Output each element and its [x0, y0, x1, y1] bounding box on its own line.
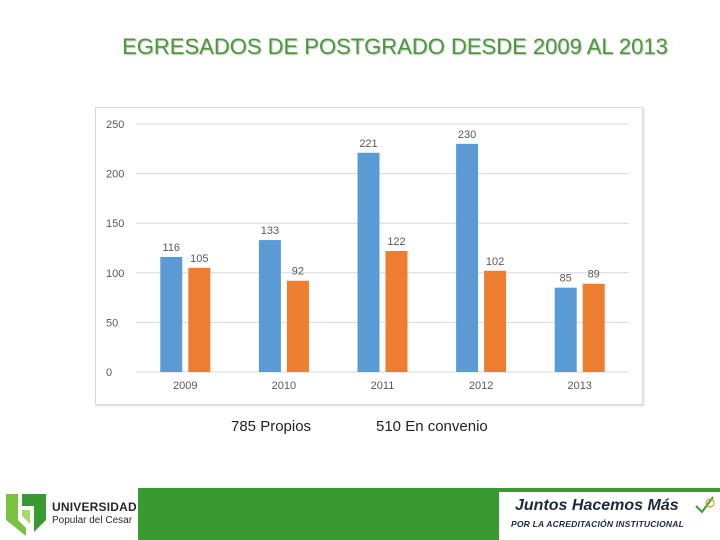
y-tick-label: 200: [106, 169, 124, 181]
summary-convenio: 510 En convenio: [376, 418, 488, 435]
y-tick-label: 150: [106, 218, 124, 230]
y-tick-label: 50: [106, 317, 118, 329]
chart-frame: 0 50 100 150 200 250 116 105 2009 133 92 2010 221 122…: [95, 107, 643, 405]
bar-chart: 0 50 100 150 200 250 116 105 2009 133 92 2010 221 122…: [106, 119, 629, 392]
data-label: 122: [387, 236, 405, 248]
bar-layer: [160, 143, 605, 372]
data-label: 85: [560, 273, 572, 285]
data-label: 92: [292, 266, 304, 278]
summary-propios: 785 Propios: [231, 418, 312, 435]
university-logo: UNIVERSIDAD Popular del Cesar: [4, 488, 137, 540]
bar-propios: [258, 240, 281, 372]
bar-propios: [554, 287, 577, 372]
logo-subtitle: Popular del Cesar: [52, 515, 133, 526]
x-tick-label: 2009: [173, 380, 197, 392]
x-tick-label: 2010: [272, 380, 296, 392]
bar-propios: [160, 256, 183, 372]
footer-slogan-card: Juntos Hacemos Más POR LA ACREDITACIÓN I…: [499, 492, 720, 540]
x-tick-label: 2013: [567, 380, 591, 392]
data-label: 116: [163, 242, 181, 254]
y-tick-label: 0: [106, 367, 112, 379]
logo-name: UNIVERSIDAD: [52, 500, 137, 514]
data-label: 89: [588, 269, 600, 281]
bar-en-convenio: [484, 270, 507, 372]
slogan-subtitle: POR LA ACREDITACIÓN INSTITUCIONAL: [511, 519, 684, 529]
check-icon: [695, 496, 715, 514]
bar-en-convenio: [188, 267, 211, 372]
bar-en-convenio: [582, 283, 605, 372]
data-label: 221: [359, 138, 377, 150]
label-layer: 0 50 100 150 200 250 116 105 2009 133 92 2010 221 122…: [106, 119, 600, 392]
grid-layer: [136, 123, 629, 373]
y-tick-label: 100: [106, 268, 124, 280]
y-tick-label: 250: [106, 119, 124, 131]
slogan: Juntos Hacemos Más: [515, 497, 679, 514]
bar-propios: [456, 143, 479, 372]
bar-propios: [357, 152, 380, 372]
bar-en-convenio: [286, 280, 309, 372]
data-label: 105: [190, 253, 208, 265]
bar-en-convenio: [385, 250, 408, 372]
data-label: 102: [486, 256, 504, 268]
logo-mark-icon: [6, 494, 46, 536]
data-label: 133: [261, 225, 279, 237]
page-title: EGRESADOS DE POSTGRADO DESDE 2009 AL 201…: [122, 34, 668, 59]
data-label: 230: [458, 129, 476, 141]
x-tick-label: 2011: [371, 380, 395, 392]
x-tick-label: 2012: [469, 380, 493, 392]
